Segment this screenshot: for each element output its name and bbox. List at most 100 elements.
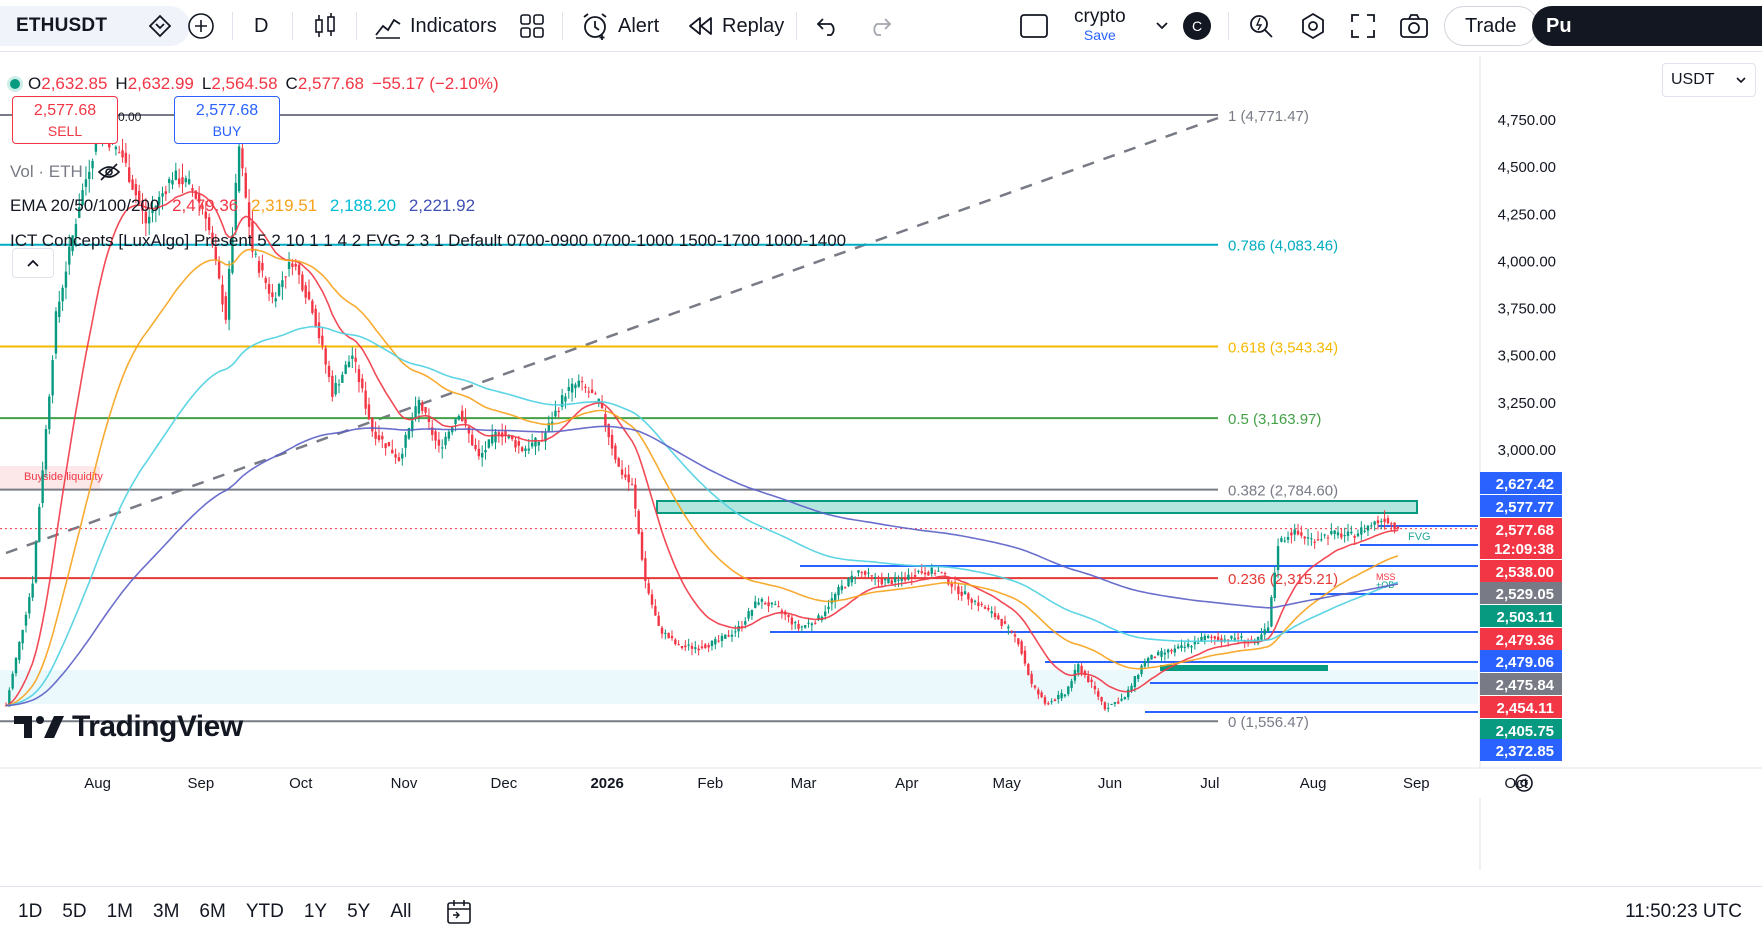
price-badge-label: 2,479.06 bbox=[1496, 654, 1554, 671]
publish-button[interactable]: Pu bbox=[1532, 6, 1762, 46]
range-5d[interactable]: 5D bbox=[62, 900, 87, 922]
add-symbol-icon[interactable] bbox=[186, 0, 216, 52]
candle-body bbox=[51, 360, 54, 396]
trade-button[interactable]: Trade bbox=[1444, 6, 1538, 46]
chevron-down-icon[interactable] bbox=[1152, 0, 1172, 52]
candle-body bbox=[853, 577, 857, 579]
candle-body bbox=[374, 431, 377, 439]
candle-body bbox=[534, 437, 537, 447]
range-1d[interactable]: 1D bbox=[18, 900, 43, 922]
candle-body bbox=[607, 423, 610, 438]
candle-body bbox=[431, 427, 434, 435]
candle-body bbox=[1303, 536, 1306, 539]
candle-body bbox=[913, 575, 917, 577]
candle-body bbox=[790, 617, 794, 625]
fib-level-label: 0 (1,556.47) bbox=[1228, 714, 1309, 731]
candle-body bbox=[1150, 654, 1153, 660]
ict-concepts-legend[interactable]: ICT Concepts [LuxAlgo] Present 5 2 10 1 … bbox=[10, 231, 847, 250]
interval-button[interactable]: D bbox=[254, 14, 269, 37]
undo-icon[interactable] bbox=[814, 0, 842, 52]
range-3m[interactable]: 3M bbox=[153, 900, 180, 922]
redo-icon[interactable] bbox=[866, 0, 894, 52]
ema200-value: 2,221.92 bbox=[408, 196, 476, 215]
candle-body bbox=[1266, 627, 1270, 633]
range-6m[interactable]: 6M bbox=[199, 900, 226, 922]
indicators-button[interactable]: Indicators bbox=[374, 0, 497, 52]
candle-body bbox=[461, 410, 464, 421]
price-badge: 2,479.36 bbox=[1480, 628, 1562, 650]
candle-body bbox=[1067, 686, 1070, 695]
toolbar-divider bbox=[292, 12, 293, 40]
candle-body bbox=[381, 435, 384, 440]
candle-body bbox=[980, 603, 983, 605]
time-tick-label: Mar bbox=[791, 775, 817, 792]
candle-body bbox=[480, 452, 484, 458]
candle-body bbox=[1350, 531, 1353, 534]
candle-body bbox=[860, 572, 864, 574]
camera-snapshot-icon[interactable] bbox=[1398, 0, 1430, 52]
candle-body bbox=[597, 398, 600, 402]
candle-body bbox=[254, 253, 257, 255]
symbol-search-button[interactable]: ETHUSDT bbox=[0, 6, 190, 46]
candle-body bbox=[1396, 526, 1400, 529]
range-all[interactable]: All bbox=[390, 900, 412, 922]
candle-body bbox=[267, 283, 271, 294]
alert-button[interactable]: Alert bbox=[580, 0, 659, 52]
candle-body bbox=[1216, 636, 1220, 641]
axis-settings-icon[interactable] bbox=[1515, 774, 1533, 792]
price-chart[interactable]: Buyside liquidity 1 (4,771.47) 0.786 (4,08… bbox=[0, 56, 1762, 870]
candle-body bbox=[1366, 525, 1370, 531]
candle-body bbox=[1156, 652, 1160, 656]
candle-body bbox=[484, 450, 487, 453]
candle-body bbox=[917, 570, 920, 572]
candle-body bbox=[983, 607, 987, 609]
candle-body bbox=[1023, 650, 1027, 664]
candle-body bbox=[91, 160, 94, 169]
replay-button[interactable]: Replay bbox=[686, 0, 784, 52]
fullscreen-icon[interactable] bbox=[1348, 0, 1378, 52]
candle-body bbox=[437, 439, 441, 446]
candle-body bbox=[647, 583, 650, 594]
candle-body bbox=[237, 146, 241, 192]
candles-chart-type-icon[interactable] bbox=[310, 0, 340, 52]
candle-body bbox=[1236, 637, 1240, 639]
utc-clock[interactable]: 11:50:23 UTC bbox=[1625, 901, 1742, 922]
layout-name-button[interactable]: crypto Save bbox=[1074, 0, 1126, 52]
layout-select-icon[interactable] bbox=[1018, 0, 1050, 52]
symbol-compare-icon[interactable] bbox=[147, 13, 173, 39]
collapse-legend-button[interactable] bbox=[12, 248, 54, 278]
market-open-dot bbox=[10, 79, 20, 89]
candle-body bbox=[1280, 538, 1283, 542]
templates-grid-icon[interactable] bbox=[518, 0, 546, 52]
ema-legend[interactable]: EMA 20/50/100/200 2,479.36 2,319.51 2,18… bbox=[10, 196, 475, 216]
low-value: 2,564.58 bbox=[211, 74, 278, 93]
candle-body bbox=[1306, 537, 1310, 539]
settings-gear-icon[interactable] bbox=[1298, 0, 1328, 52]
candle-body bbox=[920, 571, 923, 574]
currency-select[interactable]: USDT bbox=[1662, 63, 1756, 97]
buy-button[interactable]: 2,577.68 BUY bbox=[174, 96, 280, 144]
candle-body bbox=[227, 268, 231, 320]
quick-search-icon[interactable] bbox=[1246, 0, 1276, 52]
range-5y[interactable]: 5Y bbox=[347, 900, 371, 922]
candle-body bbox=[247, 202, 251, 227]
range-ytd[interactable]: YTD bbox=[245, 900, 284, 922]
timeframe-buttons: 1D 5D 1M 3M 6M YTD 1Y 5Y All bbox=[0, 898, 473, 926]
price-badge: 12:09:38 bbox=[1480, 537, 1562, 559]
candle-body bbox=[217, 261, 221, 279]
candle-body bbox=[1043, 697, 1047, 704]
range-1m[interactable]: 1M bbox=[106, 900, 133, 922]
candle-body bbox=[804, 625, 807, 628]
chart-pane[interactable]: Buyside liquidity 1 (4,771.47) 0.786 (4,08… bbox=[0, 56, 1762, 870]
volume-legend[interactable]: Vol · ETH bbox=[10, 162, 121, 182]
candle-body bbox=[1330, 531, 1333, 535]
sell-button[interactable]: 2,577.68 SELL bbox=[12, 96, 118, 144]
eye-hidden-icon[interactable] bbox=[97, 162, 121, 182]
price-tick-label: 4,250.00 bbox=[1498, 206, 1556, 223]
user-avatar[interactable]: C bbox=[1182, 0, 1212, 52]
candle-body bbox=[614, 445, 617, 460]
candle-body bbox=[807, 622, 810, 624]
range-1y[interactable]: 1Y bbox=[303, 900, 328, 922]
candle-body bbox=[1360, 527, 1363, 535]
calendar-icon[interactable] bbox=[445, 898, 473, 926]
